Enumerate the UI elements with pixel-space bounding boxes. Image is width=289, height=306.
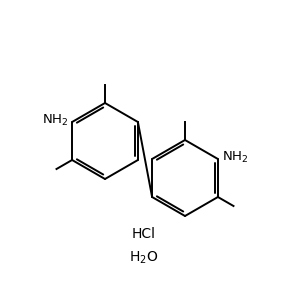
Text: HCl: HCl: [132, 227, 156, 241]
Text: NH$_2$: NH$_2$: [222, 149, 248, 165]
Text: H$_2$O: H$_2$O: [129, 250, 159, 266]
Text: NH$_2$: NH$_2$: [42, 112, 68, 128]
